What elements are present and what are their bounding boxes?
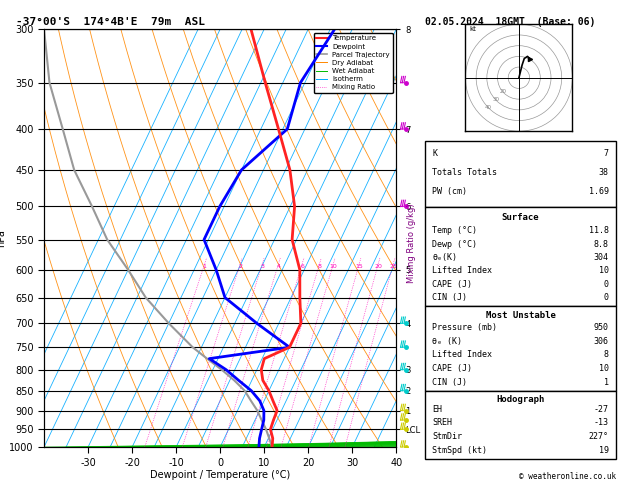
X-axis label: Dewpoint / Temperature (°C): Dewpoint / Temperature (°C) [150, 470, 290, 480]
Text: 40: 40 [484, 104, 492, 109]
Text: 11.8: 11.8 [589, 226, 609, 236]
Text: 10: 10 [330, 264, 337, 269]
Text: 950: 950 [594, 323, 609, 332]
Text: θₑ(K): θₑ(K) [432, 253, 457, 262]
Text: CAPE (J): CAPE (J) [432, 364, 472, 373]
Text: Dewp (°C): Dewp (°C) [432, 240, 477, 249]
Text: 7: 7 [604, 149, 609, 158]
Legend: Temperature, Dewpoint, Parcel Trajectory, Dry Adiabat, Wet Adiabat, Isotherm, Mi: Temperature, Dewpoint, Parcel Trajectory… [314, 33, 392, 93]
Text: StmDir: StmDir [432, 432, 462, 441]
Text: 6: 6 [300, 264, 304, 269]
Text: 02.05.2024  18GMT  (Base: 06): 02.05.2024 18GMT (Base: 06) [425, 17, 595, 27]
Text: Surface: Surface [502, 212, 539, 222]
Text: CAPE (J): CAPE (J) [432, 279, 472, 289]
Text: CIN (J): CIN (J) [432, 293, 467, 302]
Text: Most Unstable: Most Unstable [486, 312, 555, 320]
Text: Temp (°C): Temp (°C) [432, 226, 477, 236]
Text: Mixing Ratio (g/kg): Mixing Ratio (g/kg) [407, 203, 416, 283]
Text: -13: -13 [594, 418, 609, 428]
Text: 1: 1 [203, 264, 206, 269]
Text: EH: EH [432, 405, 442, 414]
Text: 8: 8 [318, 264, 321, 269]
Text: 1.69: 1.69 [589, 187, 609, 196]
Text: 10: 10 [599, 364, 609, 373]
Text: 30: 30 [493, 97, 499, 102]
Text: 20: 20 [500, 89, 507, 94]
Text: 306: 306 [594, 337, 609, 346]
Text: 304: 304 [594, 253, 609, 262]
Text: 10: 10 [599, 266, 609, 276]
Text: Hodograph: Hodograph [496, 395, 545, 404]
Text: K: K [432, 149, 437, 158]
Text: 8: 8 [604, 350, 609, 360]
Text: 1: 1 [604, 378, 609, 387]
Text: 0: 0 [604, 279, 609, 289]
Text: Lifted Index: Lifted Index [432, 266, 493, 276]
Text: CIN (J): CIN (J) [432, 378, 467, 387]
Text: -27: -27 [594, 405, 609, 414]
Text: 227°: 227° [589, 432, 609, 441]
Text: -37°00'S  174°4B'E  79m  ASL: -37°00'S 174°4B'E 79m ASL [16, 17, 205, 27]
Text: kt: kt [470, 26, 477, 32]
Text: 25: 25 [389, 264, 398, 269]
Text: θₑ (K): θₑ (K) [432, 337, 462, 346]
Text: 8.8: 8.8 [594, 240, 609, 249]
Text: 0: 0 [604, 293, 609, 302]
Text: PW (cm): PW (cm) [432, 187, 467, 196]
Text: 20: 20 [374, 264, 382, 269]
Text: Lifted Index: Lifted Index [432, 350, 493, 360]
Text: 4: 4 [276, 264, 281, 269]
Text: StmSpd (kt): StmSpd (kt) [432, 446, 487, 455]
Y-axis label: km
ASL: km ASL [426, 228, 442, 248]
Text: SREH: SREH [432, 418, 452, 428]
Text: Totals Totals: Totals Totals [432, 168, 498, 177]
Text: 19: 19 [599, 446, 609, 455]
Y-axis label: hPa: hPa [0, 229, 6, 247]
Text: © weatheronline.co.uk: © weatheronline.co.uk [520, 472, 616, 481]
Text: 15: 15 [355, 264, 363, 269]
Text: 38: 38 [599, 168, 609, 177]
Text: Pressure (mb): Pressure (mb) [432, 323, 498, 332]
Text: 2: 2 [238, 264, 242, 269]
Text: 3: 3 [260, 264, 264, 269]
